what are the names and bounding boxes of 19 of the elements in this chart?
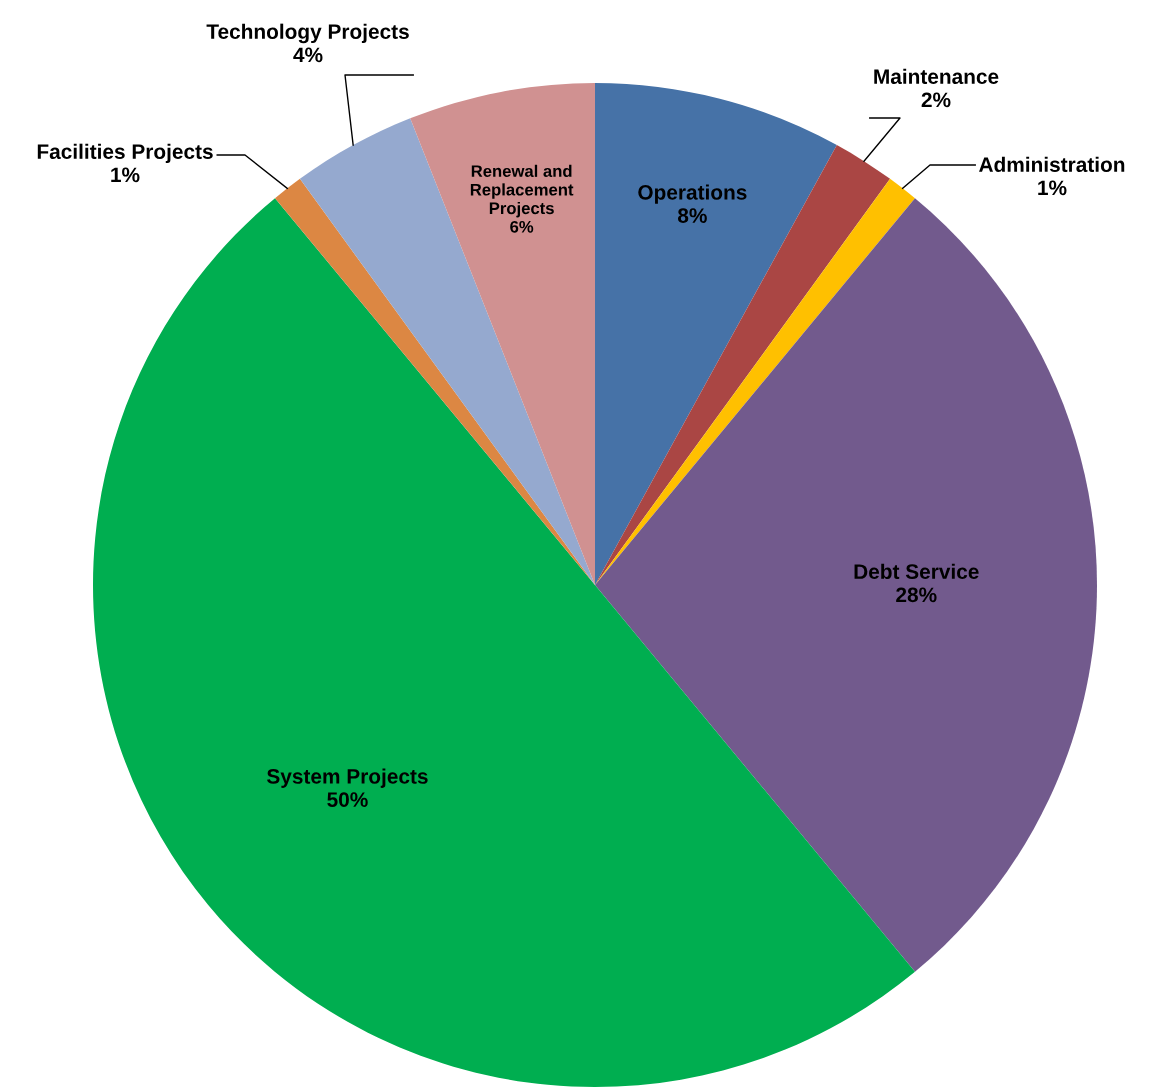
slice-label: System Projects xyxy=(266,768,428,788)
slice-label: Facilities Projects xyxy=(37,143,213,164)
data-label: 8% xyxy=(677,208,707,223)
data-label: 4% xyxy=(293,47,323,63)
slice-label: Debt Service xyxy=(854,563,979,579)
data-label: 28% xyxy=(896,587,937,603)
pie-slice xyxy=(299,118,595,585)
slice-label: Operations xyxy=(638,184,747,204)
slice-label: Maintenance xyxy=(874,68,999,84)
data-label: 2% xyxy=(921,92,951,108)
slice-label: Renewal and Replacement Projects xyxy=(470,164,574,218)
slice-label: Technology Projects xyxy=(206,23,409,44)
pie-slice xyxy=(410,83,595,585)
slice-label: Administration xyxy=(979,156,1125,172)
data-label: 6% xyxy=(510,220,534,233)
data-label: 1% xyxy=(1038,180,1067,196)
data-label: 50% xyxy=(327,792,368,807)
data-label: 1% xyxy=(111,167,140,183)
pie-slice xyxy=(595,83,837,585)
